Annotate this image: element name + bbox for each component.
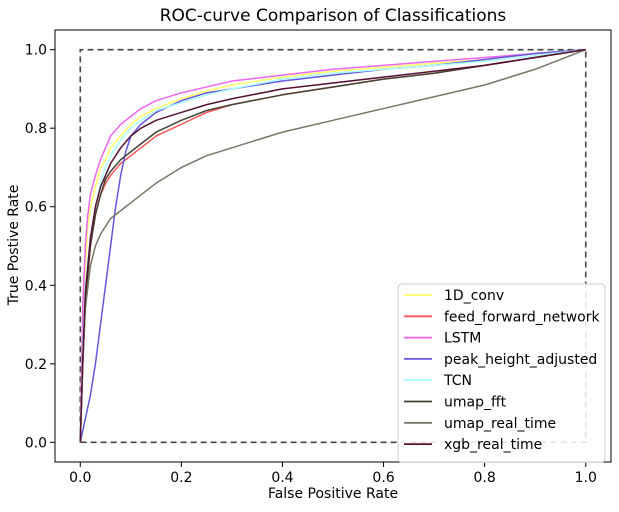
y-tick-label: 0.4 — [25, 278, 47, 294]
axes: 0.0 0.2 0.4 0.6 0.8 1.0 0.0 0.2 0.4 0.6 0.8 1.0 — [25, 29, 612, 486]
legend-entry-label: LSTM — [444, 331, 481, 347]
legend-entry-label: xgb_real_time — [444, 437, 542, 453]
reference-box-line — [79, 48, 587, 444]
legend-entry-label: feed_forward_network — [444, 309, 600, 325]
legend-entry-label: peak_height_adjusted — [444, 352, 597, 368]
plot-area — [79, 48, 587, 444]
axes-frame — [54, 29, 612, 463]
y-tick-label: 0.0 — [25, 435, 47, 451]
x-axis-label: False Positive Rate — [268, 486, 398, 502]
legend: 1D_conv feed_forward_network LSTM peak_heig… — [397, 283, 606, 463]
chart-title: ROC-curve Comparison of Classifications — [160, 6, 507, 26]
series-line-umap-fft — [79, 48, 586, 443]
legend-entry-label: umap_real_time — [444, 416, 556, 432]
series-line-1D-conv — [79, 48, 586, 443]
y-axis-label: True Postive Rate — [6, 185, 22, 307]
y-tick-label: 1.0 — [25, 43, 47, 59]
legend-entry-label: umap_fft — [444, 395, 507, 411]
series-line-LSTM — [79, 48, 586, 443]
legend-entry-label: TCN — [443, 373, 472, 389]
y-tick-label: 0.6 — [25, 200, 47, 216]
series-line-xgb-real-time — [79, 48, 586, 443]
x-tick-label: 0.6 — [372, 470, 394, 486]
series-line-umap-real-time — [79, 48, 587, 443]
legend-entry-label: 1D_conv — [444, 288, 504, 304]
x-tick-label: 0.8 — [474, 470, 496, 486]
x-tick-label: 1.0 — [575, 470, 597, 486]
y-tick-label: 0.8 — [25, 121, 47, 137]
x-tick-label: 0.4 — [271, 470, 293, 486]
x-tick-label: 0.2 — [170, 470, 192, 486]
y-tick-label: 0.2 — [25, 357, 47, 373]
x-tick-label: 0.0 — [69, 470, 91, 486]
legend-box — [397, 283, 606, 463]
